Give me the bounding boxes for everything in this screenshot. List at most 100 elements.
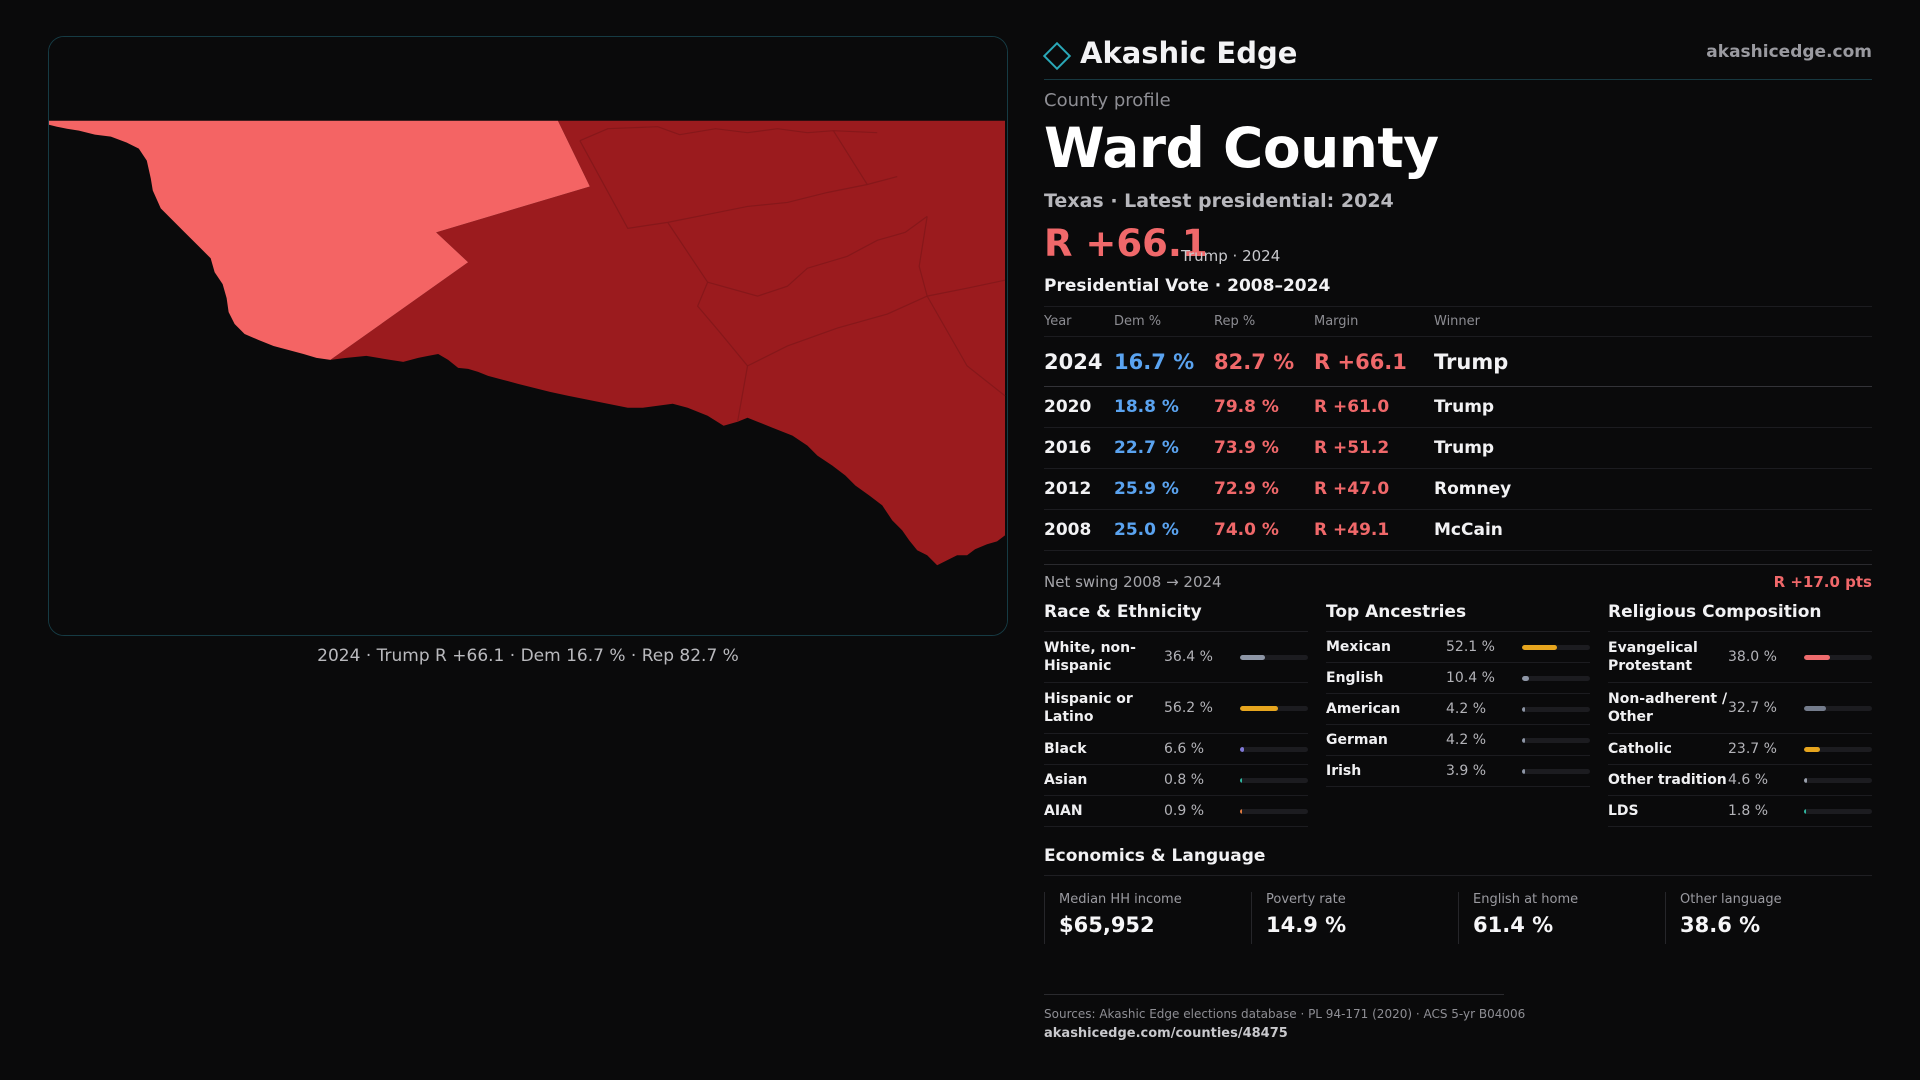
- religion-title: Religious Composition: [1608, 602, 1872, 632]
- religion-label: Other tradition: [1608, 772, 1727, 788]
- race-label: Black: [1044, 741, 1087, 757]
- headline-margin: R +66.1: [1044, 222, 1208, 265]
- county-map-svg: [49, 37, 1007, 635]
- economics-title: Economics & Language: [1044, 846, 1872, 876]
- winner-cell: Trump: [1434, 438, 1495, 458]
- religion-bar-track: [1804, 777, 1872, 783]
- page-title: Ward County: [1044, 116, 1439, 180]
- col-year-header: Year: [1044, 314, 1072, 329]
- margin-cell: R +61.0: [1314, 397, 1390, 417]
- winner-cell: Trump: [1434, 349, 1509, 374]
- net-swing-value: R +17.0 pts: [1773, 573, 1872, 591]
- year-cell: 2016: [1044, 438, 1092, 458]
- dem-cell: 18.8 %: [1114, 397, 1179, 417]
- margin-cell: R +47.0: [1314, 479, 1390, 499]
- list-item: Black 6.6 %: [1044, 734, 1308, 765]
- race-bar-fill: [1240, 777, 1242, 783]
- list-item: Mexican 52.1 %: [1326, 632, 1590, 663]
- list-item: Non-adherent / Other 32.7 %: [1608, 683, 1872, 734]
- race-bar-fill: [1240, 705, 1279, 711]
- rep-cell: 82.7 %: [1214, 349, 1295, 374]
- list-item: Irish 3.9 %: [1326, 756, 1590, 787]
- race-bar-track: [1240, 808, 1308, 814]
- religion-bar-fill: [1804, 808, 1806, 814]
- site-link[interactable]: akashicedge.com: [1706, 42, 1872, 62]
- stat-label: English at home: [1473, 892, 1579, 907]
- ancestry-value: 4.2 %: [1446, 732, 1487, 748]
- ancestry-bar-fill: [1522, 706, 1525, 712]
- race-bar-track: [1240, 705, 1308, 711]
- list-item: Evangelical Protestant 38.0 %: [1608, 632, 1872, 683]
- ancestry-bar-track: [1522, 737, 1590, 743]
- religion-value: 38.0 %: [1728, 649, 1777, 665]
- rep-cell: 73.9 %: [1214, 438, 1279, 458]
- diamond-icon: [1042, 41, 1072, 71]
- year-cell: 2020: [1044, 397, 1092, 417]
- neighbor-counties-region[interactable]: [330, 120, 1006, 566]
- race-value: 36.4 %: [1164, 649, 1213, 665]
- religion-bar-track: [1804, 705, 1872, 711]
- rep-cell: 74.0 %: [1214, 520, 1279, 540]
- stat-label: Median HH income: [1059, 892, 1182, 907]
- stat-card: English at home 61.4 %: [1458, 892, 1665, 944]
- ancestry-bar-fill: [1522, 644, 1558, 650]
- race-value: 6.6 %: [1164, 741, 1205, 757]
- margin-cell: R +51.2: [1314, 438, 1390, 458]
- header: Akashic Edge akashicedge.com: [1042, 36, 1872, 80]
- ancestry-label: German: [1326, 732, 1388, 748]
- race-value: 0.9 %: [1164, 803, 1205, 819]
- headline-margin-note: Trump · 2024: [1181, 247, 1281, 265]
- table-row: 2020 18.8 % 79.8 % R +61.0 Trump: [1044, 387, 1872, 428]
- net-swing: Net swing 2008 → 2024 R +17.0 pts: [1044, 564, 1872, 591]
- col-rep-header: Rep %: [1214, 314, 1256, 329]
- ancestries-title: Top Ancestries: [1326, 602, 1590, 632]
- brand-name[interactable]: Akashic Edge: [1080, 36, 1298, 70]
- winner-cell: Trump: [1434, 397, 1495, 417]
- dem-cell: 25.9 %: [1114, 479, 1179, 499]
- stat-value: 61.4 %: [1473, 913, 1554, 937]
- stat-value: 38.6 %: [1680, 913, 1761, 937]
- year-cell: 2024: [1044, 349, 1103, 374]
- ancestry-bar-fill: [1522, 675, 1530, 681]
- ward-county-shape[interactable]: [49, 120, 590, 360]
- list-item: German 4.2 %: [1326, 725, 1590, 756]
- rep-cell: 72.9 %: [1214, 479, 1279, 499]
- stat-card: Other language 38.6 %: [1665, 892, 1872, 944]
- religion-bar-track: [1804, 654, 1872, 660]
- vote-table: Year Dem % Rep % Margin Winner 2024 16.7…: [1044, 306, 1872, 551]
- col-margin-header: Margin: [1314, 314, 1359, 329]
- religion-label: Catholic: [1608, 741, 1672, 757]
- religion-label: LDS: [1608, 803, 1639, 819]
- ancestry-label: American: [1326, 701, 1401, 717]
- rep-cell: 79.8 %: [1214, 397, 1279, 417]
- race-value: 0.8 %: [1164, 772, 1205, 788]
- ancestry-bar-track: [1522, 706, 1590, 712]
- list-item: English 10.4 %: [1326, 663, 1590, 694]
- sources-text: Sources: Akashic Edge elections database…: [1044, 1007, 1526, 1021]
- list-item: Hispanic or Latino 56.2 %: [1044, 683, 1308, 734]
- list-item: American 4.2 %: [1326, 694, 1590, 725]
- race-label: AIAN: [1044, 803, 1083, 819]
- dem-cell: 16.7 %: [1114, 349, 1195, 374]
- col-winner-header: Winner: [1434, 314, 1481, 329]
- vote-section-title: Presidential Vote · 2008–2024: [1044, 276, 1331, 296]
- map-caption: 2024 · Trump R +66.1 · Dem 16.7 % · Rep …: [317, 646, 739, 666]
- col-dem-header: Dem %: [1114, 314, 1162, 329]
- list-item: AIAN 0.9 %: [1044, 796, 1308, 827]
- ancestry-value: 3.9 %: [1446, 763, 1487, 779]
- ancestry-bar-track: [1522, 675, 1590, 681]
- race-label: White, non-Hispanic: [1044, 640, 1136, 674]
- religion-value: 1.8 %: [1728, 803, 1769, 819]
- list-item: Other tradition 4.6 %: [1608, 765, 1872, 796]
- ancestry-bar-fill: [1522, 768, 1525, 774]
- dem-cell: 25.0 %: [1114, 520, 1179, 540]
- religion-value: 23.7 %: [1728, 741, 1777, 757]
- race-bar-fill: [1240, 746, 1245, 752]
- race-bar-track: [1240, 746, 1308, 752]
- dem-cell: 22.7 %: [1114, 438, 1179, 458]
- county-map[interactable]: [48, 36, 1008, 636]
- religion-bar-track: [1804, 746, 1872, 752]
- sources-url-link[interactable]: akashicedge.com/counties/48475: [1044, 1026, 1288, 1041]
- race-bar-track: [1240, 654, 1308, 660]
- race-label: Hispanic or Latino: [1044, 691, 1133, 725]
